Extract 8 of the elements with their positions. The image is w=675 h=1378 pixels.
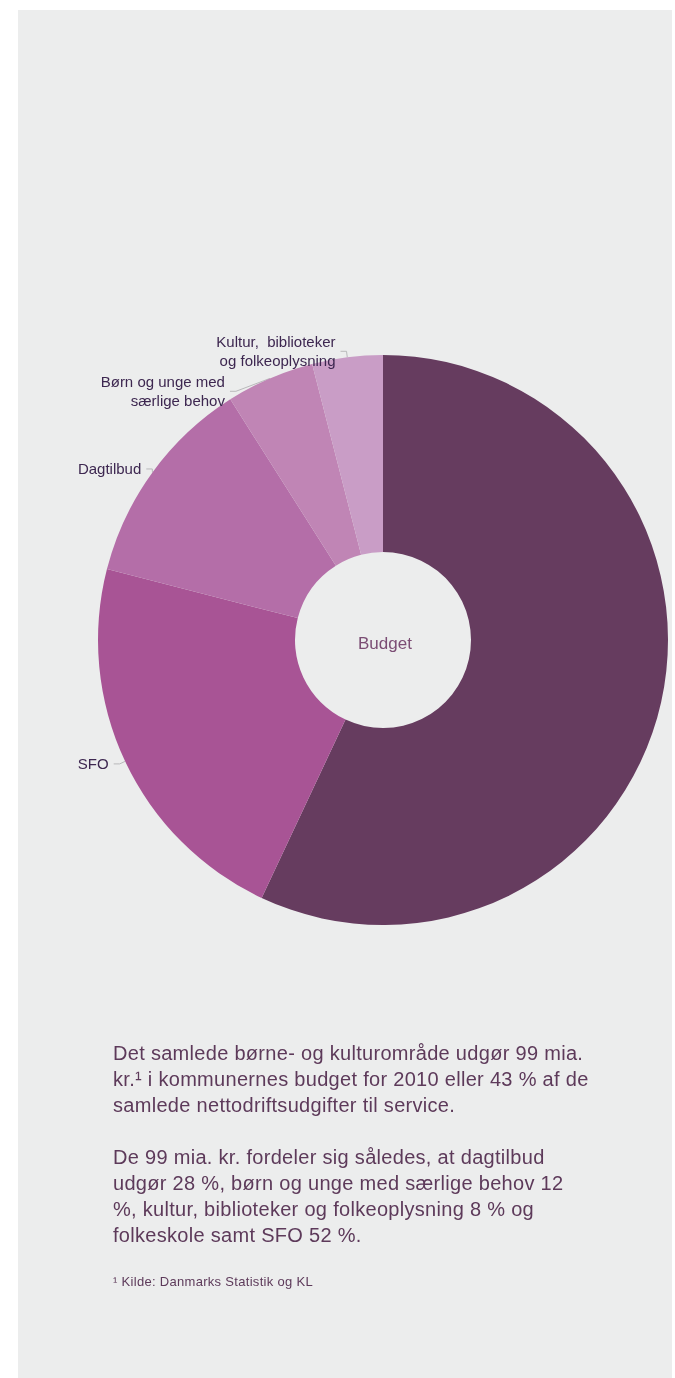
slice-label: SFO [77,755,109,773]
slice-label: Dagtilbud [77,460,142,478]
slice-label: Kultur, biblioteker og folkeoplysning [216,333,336,370]
slice-label: Børn og unge med særlige behov [100,373,226,410]
text: Budget [358,634,413,653]
text: De 99 mia. kr. fordeler sig således, at dagtilbud udgør 28 %, børn og unge med særlige behov 12 %, kultur, biblioteker og folkeoplysning 8 % og folkeskole samt SFO 52 %. [113,1145,565,1248]
text: Det samlede børne- og kulturområde udgør 99 mia. kr.¹ i kommunernes budget for 2010 eller 43 % af de samlede nettodriftsudgifter til service. [113,1041,590,1118]
text: ¹ Kilde: Danmarks Statistik og KL [113,1274,314,1290]
